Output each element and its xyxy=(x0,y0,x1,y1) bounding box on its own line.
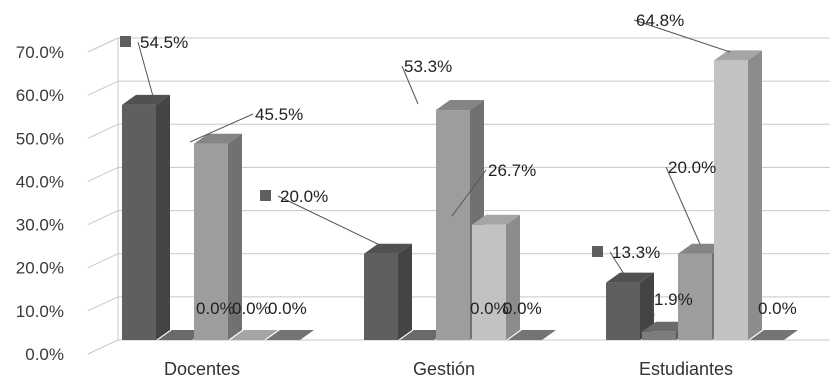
leader-line xyxy=(665,166,701,245)
data-label: 20.0% xyxy=(280,187,328,206)
leader-line xyxy=(277,195,383,247)
bar-side xyxy=(398,243,412,340)
bar-top xyxy=(436,100,484,111)
leader-line xyxy=(651,298,655,317)
y-tick-label: 60.0% xyxy=(16,86,64,105)
y-tick-label: 50.0% xyxy=(16,129,64,148)
gridline-depth xyxy=(87,339,119,355)
gridline-depth xyxy=(87,210,119,226)
bar-estudiantes-2 xyxy=(678,253,712,340)
bar-estudiantes-0 xyxy=(606,282,640,340)
label-marker xyxy=(120,36,131,47)
label-marker xyxy=(592,246,603,257)
data-label: 26.7% xyxy=(488,161,536,180)
data-label: 20.0% xyxy=(668,158,716,177)
bar-top xyxy=(714,50,762,61)
bar-top xyxy=(472,214,520,225)
bar-gestión-2 xyxy=(436,110,470,340)
y-tick-label: 70.0% xyxy=(16,43,64,62)
data-label: 13.3% xyxy=(612,243,660,262)
leader-line xyxy=(189,113,254,143)
x-tick-label: Gestión xyxy=(413,359,475,379)
bar-top xyxy=(508,330,556,340)
bar-side xyxy=(640,272,654,340)
gridline-depth xyxy=(87,296,119,312)
bar-top xyxy=(364,243,412,254)
bar-gestión-3 xyxy=(472,224,506,340)
bar-docentes-2 xyxy=(194,143,228,340)
bars xyxy=(122,50,798,341)
data-label: 0.0% xyxy=(232,299,271,318)
gridline-depth xyxy=(87,253,119,269)
gridline-depth xyxy=(87,123,119,139)
data-label: 0.0% xyxy=(758,299,797,318)
label-marker xyxy=(260,190,271,201)
data-labels: 54.5%0.0%45.5%0.0%0.0%20.0%0.0%53.3%26.7… xyxy=(120,11,797,318)
data-label: 53.3% xyxy=(404,57,452,76)
y-tick-label: 20.0% xyxy=(16,259,64,278)
bar-gestión-0 xyxy=(364,253,398,340)
leader-line xyxy=(401,65,419,105)
leader-line xyxy=(451,169,487,217)
x-tick-label: Estudiantes xyxy=(639,359,733,379)
bar-estudiantes-3 xyxy=(714,60,748,340)
leader-line xyxy=(137,41,155,101)
data-label: 45.5% xyxy=(255,105,303,124)
x-axis: Docentes Gestión Estudiantes xyxy=(164,359,733,379)
gridline-depth xyxy=(87,80,119,96)
data-label: 0.0% xyxy=(503,299,542,318)
data-label: 1.9% xyxy=(654,290,693,309)
bar-docentes-0 xyxy=(122,104,156,340)
leader-line xyxy=(633,19,731,53)
data-label: 0.0% xyxy=(470,299,509,318)
bar-top xyxy=(266,330,314,340)
bar-top xyxy=(750,330,798,340)
bar-side xyxy=(156,94,170,340)
y-tick-label: 40.0% xyxy=(16,172,64,191)
y-tick-label: 30.0% xyxy=(16,216,64,235)
data-label: 0.0% xyxy=(196,299,235,318)
data-label: 64.8% xyxy=(636,11,684,30)
y-tick-label: 10.0% xyxy=(16,302,64,321)
y-tick-label: 0.0% xyxy=(25,345,64,364)
data-label: 0.0% xyxy=(268,299,307,318)
bar-estudiantes-1 xyxy=(642,331,676,340)
bar-side xyxy=(748,50,762,340)
gridline-depth xyxy=(87,37,119,53)
data-label: 54.5% xyxy=(140,33,188,52)
bar-top xyxy=(194,133,242,144)
bar-side xyxy=(228,133,242,340)
gridline-depth xyxy=(87,166,119,182)
y-axis: 0.0% 10.0% 20.0% 30.0% 40.0% 50.0% 60.0% 70.0% xyxy=(16,43,64,364)
bar-top xyxy=(230,330,278,340)
bar-side xyxy=(506,214,520,340)
bar-top xyxy=(606,272,654,283)
x-tick-label: Docentes xyxy=(164,359,240,379)
leader-line xyxy=(609,251,625,275)
bar-top xyxy=(122,94,170,105)
